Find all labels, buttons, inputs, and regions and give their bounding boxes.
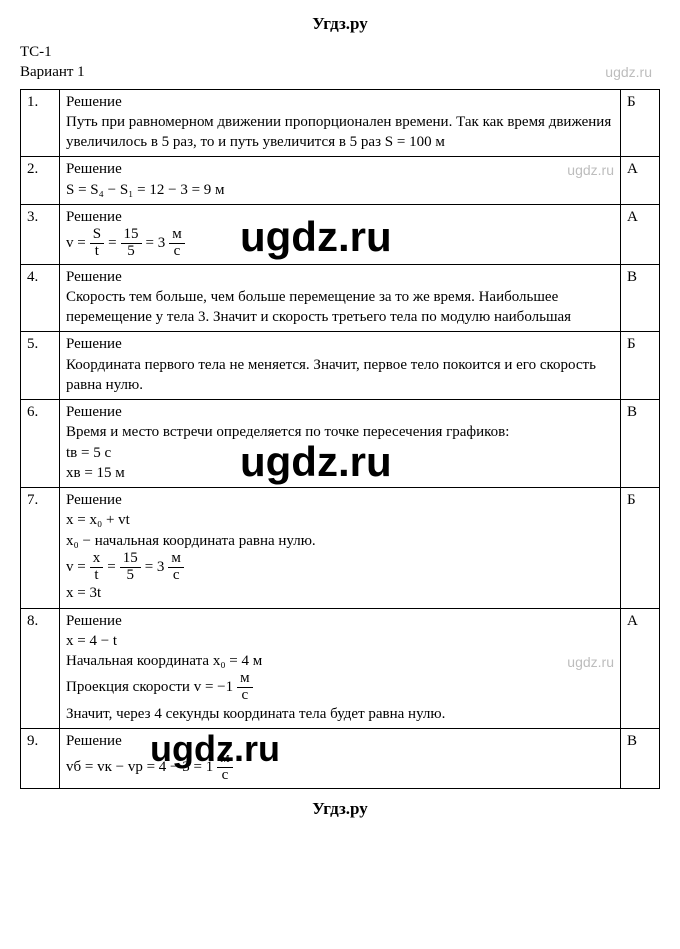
row-text: Начальная координата x₀ = 4 м: [66, 651, 614, 671]
fraction: 155: [121, 227, 142, 260]
solutions-table: 1. Решение Путь при равномерном движении…: [20, 89, 660, 789]
row-text: Скорость тем больше, чем больше перемеще…: [66, 287, 614, 328]
table-row: 7. Решение x = x₀ + vt x₀ − начальная ко…: [21, 488, 660, 609]
row-heading: Решение: [66, 402, 614, 422]
row-eq: v = St = 155 = 3 мс: [66, 227, 614, 260]
table-row: 2. ugdz.ru Решение S = S₄ − S₁ = 12 − 3 …: [21, 157, 660, 205]
table-row: 6. Решение Время и место встречи определ…: [21, 400, 660, 488]
row-eq: x = 3t: [66, 583, 614, 603]
row-eq: vб = vк − vр = 4 − 3 = 1 мс: [66, 751, 614, 784]
row-number: 5.: [21, 332, 60, 400]
row-body: Решение Скорость тем больше, чем больше …: [60, 264, 621, 332]
row-body: Решение Путь при равномерном движении пр…: [60, 89, 621, 157]
row-number: 1.: [21, 89, 60, 157]
eq-text: Проекция скорости v = −1: [66, 677, 233, 697]
eq-text: v =: [66, 233, 86, 253]
row-text: Координата первого тела не меняется. Зна…: [66, 355, 614, 396]
eq-text: = 3: [145, 557, 165, 577]
row-body: Решение Время и место встречи определяет…: [60, 400, 621, 488]
row-eq: S = S₄ − S₁ = 12 − 3 = 9 м: [66, 180, 614, 200]
row-heading: Решение: [66, 334, 614, 354]
fraction: xt: [90, 551, 104, 584]
row-eq: xв = 15 м: [66, 463, 614, 483]
row-heading: Решение: [66, 731, 614, 751]
row-body: Решение Координата первого тела не меняе…: [60, 332, 621, 400]
watermark-small: ugdz.ru: [567, 161, 614, 180]
row-text: Значит, через 4 секунды координата тела …: [66, 704, 614, 724]
table-row: 3. Решение ugdz.ru v = St = 155 = 3 мс А: [21, 204, 660, 264]
table-row: 9. ugdz.ru Решение vб = vк − vр = 4 − 3 …: [21, 729, 660, 789]
row-eq: Проекция скорости v = −1 мс: [66, 671, 567, 704]
row-text: Время и место встречи определяется по то…: [66, 422, 614, 442]
fraction: St: [90, 227, 104, 260]
watermark-small: ugdz.ru: [567, 653, 614, 672]
row-number: 2.: [21, 157, 60, 205]
row-eq: x = x₀ + vt: [66, 510, 614, 530]
row-number: 7.: [21, 488, 60, 609]
row-body: ugdz.ru Решение S = S₄ − S₁ = 12 − 3 = 9…: [60, 157, 621, 205]
fraction: мс: [237, 671, 253, 704]
row-heading: Решение: [66, 207, 614, 227]
eq-text: =: [107, 557, 115, 577]
row-number: 6.: [21, 400, 60, 488]
fraction: мс: [217, 751, 233, 784]
row-number: 9.: [21, 729, 60, 789]
page-header: Угдз.ру: [20, 14, 660, 34]
row-eq: S = 100 м: [385, 134, 445, 150]
row-answer: Б: [621, 488, 660, 609]
eq-text: v =: [66, 557, 86, 577]
row-heading: Решение: [66, 92, 614, 112]
fraction: мс: [169, 227, 185, 260]
row-heading: Решение: [66, 490, 614, 510]
row-eq: tв = 5 с: [66, 443, 614, 463]
row-answer: А: [621, 157, 660, 205]
row-number: 4.: [21, 264, 60, 332]
table-row: 1. Решение Путь при равномерном движении…: [21, 89, 660, 157]
page-footer: Угдз.ру: [20, 799, 660, 819]
table-row: 4. Решение Скорость тем больше, чем боль…: [21, 264, 660, 332]
row-answer: А: [621, 204, 660, 264]
table-row: 8. Решение x = 4 − t ugdz.ru Начальная к…: [21, 608, 660, 729]
row-eq: x = 4 − t: [66, 631, 614, 651]
row-body: ugdz.ru Решение vб = vк − vр = 4 − 3 = 1…: [60, 729, 621, 789]
row-text: Путь при равномерном движении пропорцион…: [66, 114, 611, 150]
table-row: 5. Решение Координата первого тела не ме…: [21, 332, 660, 400]
row-answer: Б: [621, 89, 660, 157]
fraction: мс: [168, 551, 184, 584]
variant-label: Вариант 1: [20, 62, 660, 82]
row-answer: А: [621, 608, 660, 729]
eq-text: vб = vк − vр = 4 − 3 = 1: [66, 757, 213, 777]
eq-text: =: [108, 233, 116, 253]
row-answer: Б: [621, 332, 660, 400]
fraction: 155: [120, 551, 141, 584]
tc-label: ТС-1: [20, 42, 660, 62]
row-heading: Решение: [66, 267, 614, 287]
row-answer: В: [621, 400, 660, 488]
row-eq: v = xt = 155 = 3 мс: [66, 551, 614, 584]
row-text: x₀ − начальная координата равна нулю.: [66, 531, 614, 551]
row-answer: В: [621, 264, 660, 332]
row-heading: Решение: [66, 159, 614, 179]
row-heading: Решение: [66, 611, 614, 631]
row-number: 8.: [21, 608, 60, 729]
eq-text: = 3: [146, 233, 166, 253]
row-body: Решение x = x₀ + vt x₀ − начальная коорд…: [60, 488, 621, 609]
row-number: 3.: [21, 204, 60, 264]
row-body: Решение x = 4 − t ugdz.ru Начальная коор…: [60, 608, 621, 729]
row-answer: В: [621, 729, 660, 789]
watermark-small: ugdz.ru: [605, 64, 652, 80]
preamble: ТС-1 Вариант 1: [20, 42, 660, 83]
row-body: Решение ugdz.ru v = St = 155 = 3 мс: [60, 204, 621, 264]
